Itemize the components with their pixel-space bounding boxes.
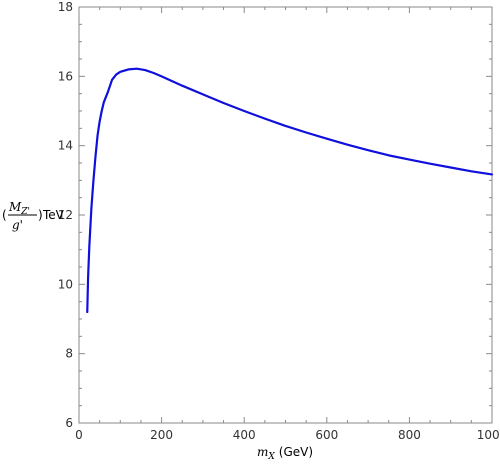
x-axis-label-sub: X xyxy=(267,452,275,462)
y-axis-label-close: ) xyxy=(38,208,43,222)
y-axis-label-numer-group: MZ' xyxy=(8,200,30,217)
y-tick-label: 16 xyxy=(58,69,73,83)
y-tick-label: 12 xyxy=(58,208,73,222)
x-tick-label: 800 xyxy=(398,428,421,442)
series-line xyxy=(86,67,494,314)
y-tick-label: 14 xyxy=(58,139,73,153)
y-axis-label-unit: TeV xyxy=(42,208,65,222)
x-tick-label: 200 xyxy=(150,428,173,442)
x-axis-label-main: m xyxy=(257,445,268,459)
ticks xyxy=(78,6,493,424)
x-tick-label: 400 xyxy=(233,428,256,442)
y-tick-label: 10 xyxy=(58,277,73,291)
x-tick-label: 600 xyxy=(315,428,338,442)
x-axis-label: mX (GeV) xyxy=(257,445,313,462)
y-axis-label-numer: M xyxy=(8,200,22,214)
y-axis-label-numer-sub: Z' xyxy=(20,207,30,217)
x-tick-label: 1000 xyxy=(477,428,500,442)
y-tick-label: 18 xyxy=(58,0,73,14)
y-tick-label: 8 xyxy=(65,347,73,361)
y-axis-label-denom: g' xyxy=(12,218,23,232)
y-tick-label: 6 xyxy=(65,416,73,430)
x-axis-label-unit: (GeV) xyxy=(279,445,313,459)
tick-labels: 0 200 400 600 800 1000 6 8 10 12 14 16 18 xyxy=(58,0,500,442)
y-axis-label-open: ( xyxy=(2,208,7,222)
x-tick-label: 0 xyxy=(75,428,83,442)
y-axis-label: ( MZ' g' ) TeV xyxy=(2,200,65,232)
